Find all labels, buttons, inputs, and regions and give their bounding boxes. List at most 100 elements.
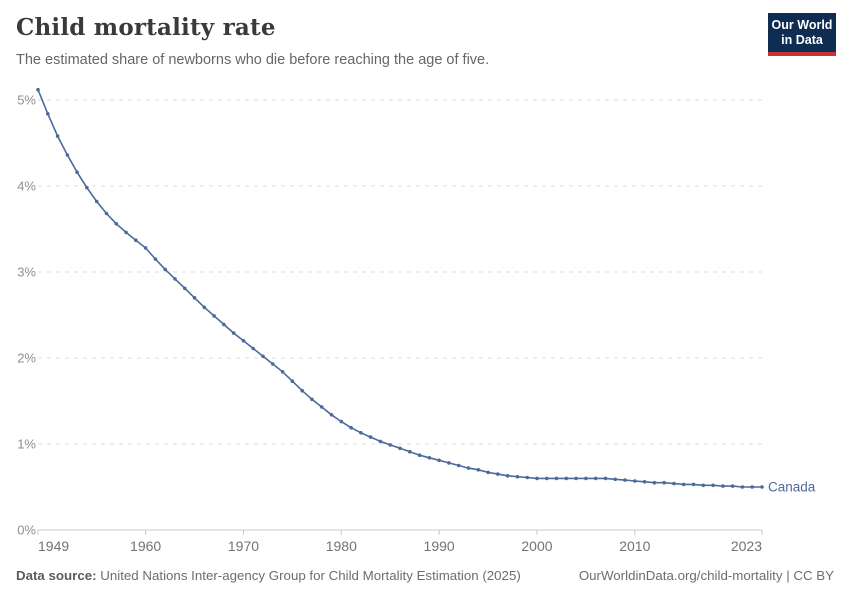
data-point[interactable] xyxy=(574,476,578,481)
data-point[interactable] xyxy=(75,170,79,174)
page-title: Child mortality rate xyxy=(16,14,276,41)
data-point[interactable] xyxy=(466,466,471,470)
data-source: Data source: United Nations Inter-agency… xyxy=(16,568,521,583)
data-point[interactable] xyxy=(564,476,569,481)
data-point[interactable] xyxy=(231,331,236,335)
data-point[interactable] xyxy=(505,474,510,478)
y-tick-label: 2% xyxy=(17,351,36,366)
data-point[interactable] xyxy=(359,431,363,435)
data-point[interactable] xyxy=(36,87,40,92)
line-chart[interactable]: 0% 1% 2% 3% 4% 5% 1949 1960 1970 1980 1990 2000 2010… xyxy=(0,85,850,560)
owid-logo[interactable]: Our World in Data xyxy=(768,13,836,56)
data-point[interactable] xyxy=(173,277,177,281)
data-point[interactable] xyxy=(222,322,226,327)
owid-logo-line1: Our World xyxy=(771,18,833,32)
owid-logo-line2: in Data xyxy=(781,33,823,47)
data-point[interactable] xyxy=(545,476,549,481)
x-tick-label: 2010 xyxy=(619,538,650,554)
data-point[interactable] xyxy=(525,475,529,480)
data-point[interactable] xyxy=(593,476,598,481)
data-point[interactable] xyxy=(300,388,305,393)
data-point[interactable] xyxy=(65,153,70,157)
data-point[interactable] xyxy=(134,238,138,242)
data-point[interactable] xyxy=(85,185,89,190)
data-point[interactable] xyxy=(721,484,725,488)
data-point[interactable] xyxy=(398,446,402,451)
data-point[interactable] xyxy=(691,482,696,487)
data-point[interactable] xyxy=(427,456,432,460)
data-point[interactable] xyxy=(94,199,99,204)
chart-subtitle: The estimated share of newborns who die … xyxy=(16,52,490,68)
data-point[interactable] xyxy=(124,230,128,235)
data-point[interactable] xyxy=(701,483,706,488)
data-point[interactable] xyxy=(378,439,383,444)
data-point[interactable] xyxy=(212,314,216,318)
data-point[interactable] xyxy=(662,480,666,485)
data-point[interactable] xyxy=(290,379,295,384)
series-label[interactable]: Canada xyxy=(768,480,816,495)
data-point[interactable] xyxy=(143,246,148,250)
data-point[interactable] xyxy=(711,483,715,488)
x-tick-label: 1990 xyxy=(424,538,455,554)
data-point[interactable] xyxy=(368,435,373,439)
data-point[interactable] xyxy=(261,354,265,359)
data-point[interactable] xyxy=(310,397,314,402)
data-point[interactable] xyxy=(437,458,441,463)
series-line[interactable] xyxy=(37,89,762,488)
data-point[interactable] xyxy=(476,468,481,472)
data-point[interactable] xyxy=(163,267,167,272)
data-point[interactable] xyxy=(486,470,490,475)
data-point[interactable] xyxy=(192,296,197,300)
data-point[interactable] xyxy=(623,478,627,482)
y-tick-label: 5% xyxy=(17,93,36,108)
x-tick-label: 1970 xyxy=(228,538,259,554)
data-point[interactable] xyxy=(554,476,559,481)
data-point[interactable] xyxy=(730,484,735,488)
data-point[interactable] xyxy=(46,112,50,116)
data-point[interactable] xyxy=(447,461,451,465)
credit-link[interactable]: OurWorldinData.org/child-mortality | CC … xyxy=(578,568,834,583)
y-tick-label: 1% xyxy=(17,437,36,452)
data-point[interactable] xyxy=(153,257,158,261)
data-point[interactable] xyxy=(760,485,764,489)
data-point[interactable] xyxy=(584,476,588,481)
data-point[interactable] xyxy=(417,453,422,458)
data-point[interactable] xyxy=(652,480,657,485)
data-point[interactable] xyxy=(329,413,334,417)
data-point[interactable] xyxy=(319,405,324,409)
x-tick-label: 2000 xyxy=(521,538,552,554)
data-point[interactable] xyxy=(183,286,187,291)
data-point[interactable] xyxy=(104,211,109,216)
data-point[interactable] xyxy=(672,481,676,486)
data-point[interactable] xyxy=(339,419,344,424)
data-point[interactable] xyxy=(535,476,539,481)
data-point[interactable] xyxy=(496,472,500,476)
y-tick-label: 3% xyxy=(17,265,36,280)
data-point[interactable] xyxy=(750,485,754,489)
x-tick-label: 2023 xyxy=(731,538,762,554)
data-source-label: Data source: xyxy=(16,568,97,583)
data-point[interactable] xyxy=(408,449,412,454)
data-point[interactable] xyxy=(271,362,275,366)
data-point[interactable] xyxy=(251,346,255,351)
data-point[interactable] xyxy=(241,339,246,343)
data-point[interactable] xyxy=(681,482,686,487)
x-tick-label: 1949 xyxy=(38,538,69,554)
x-tick-label: 1980 xyxy=(326,538,357,554)
chart-footer: Data source: United Nations Inter-agency… xyxy=(16,568,834,583)
data-point[interactable] xyxy=(114,222,119,226)
data-point[interactable] xyxy=(388,443,393,447)
data-point[interactable] xyxy=(280,370,285,374)
y-tick-label: 0% xyxy=(17,523,36,538)
data-point[interactable] xyxy=(55,134,60,138)
data-point[interactable] xyxy=(613,477,617,482)
data-point[interactable] xyxy=(202,305,207,310)
data-point[interactable] xyxy=(349,425,353,430)
data-point[interactable] xyxy=(515,474,520,479)
data-point[interactable] xyxy=(603,476,608,481)
data-point[interactable] xyxy=(456,463,461,468)
data-point[interactable] xyxy=(633,479,637,483)
data-point[interactable] xyxy=(642,480,647,484)
data-point[interactable] xyxy=(740,485,745,489)
